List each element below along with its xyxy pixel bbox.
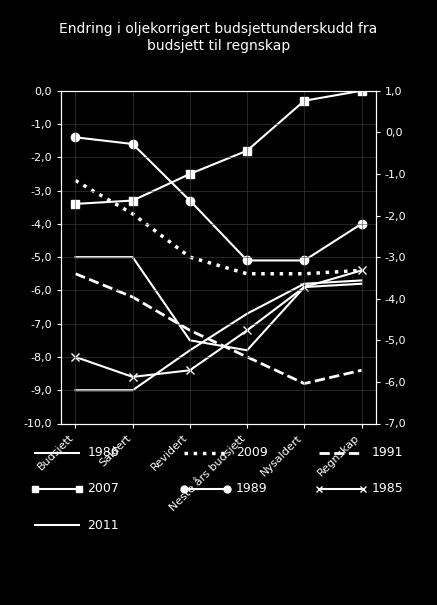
Text: 1989: 1989 bbox=[236, 482, 267, 495]
1991 bbox=[244, 353, 250, 361]
2007 bbox=[73, 200, 78, 208]
Text: Endring i oljekorrigert budsjettunderskudd fra: Endring i oljekorrigert budsjettundersku… bbox=[59, 22, 378, 36]
Line: 1985: 1985 bbox=[71, 266, 366, 381]
2009 bbox=[244, 270, 250, 278]
2007 bbox=[187, 171, 193, 178]
2009 bbox=[187, 253, 193, 261]
1989 bbox=[359, 220, 364, 227]
Text: 1986: 1986 bbox=[87, 446, 119, 459]
Text: 2011: 2011 bbox=[87, 518, 119, 532]
2011 bbox=[302, 280, 307, 287]
Text: 2007: 2007 bbox=[87, 482, 119, 495]
1991 bbox=[130, 293, 135, 301]
1991 bbox=[73, 270, 78, 278]
1989 bbox=[244, 257, 250, 264]
2007 bbox=[359, 87, 364, 94]
1986 bbox=[244, 347, 250, 354]
1985 bbox=[244, 327, 250, 334]
Line: 1989: 1989 bbox=[71, 133, 366, 264]
2011 bbox=[73, 387, 78, 394]
1986 bbox=[130, 253, 135, 261]
1985 bbox=[130, 373, 135, 381]
1985 bbox=[187, 367, 193, 374]
1985 bbox=[359, 267, 364, 274]
1989 bbox=[302, 257, 307, 264]
Line: 2011: 2011 bbox=[76, 281, 361, 390]
2009 bbox=[130, 211, 135, 218]
Line: 1991: 1991 bbox=[76, 274, 361, 384]
Text: 2009: 2009 bbox=[236, 446, 268, 459]
2011 bbox=[187, 347, 193, 354]
2009 bbox=[359, 267, 364, 274]
2007 bbox=[244, 147, 250, 154]
1986 bbox=[302, 284, 307, 291]
2007 bbox=[130, 197, 135, 204]
1986 bbox=[187, 337, 193, 344]
Line: 2007: 2007 bbox=[71, 87, 366, 208]
Line: 1986: 1986 bbox=[76, 257, 361, 350]
Line: 2009: 2009 bbox=[76, 181, 361, 274]
1986 bbox=[359, 280, 364, 287]
2007 bbox=[302, 97, 307, 105]
2011 bbox=[130, 387, 135, 394]
1986 bbox=[73, 253, 78, 261]
1989 bbox=[130, 140, 135, 148]
Text: budsjett til regnskap: budsjett til regnskap bbox=[147, 39, 290, 53]
1985 bbox=[73, 353, 78, 361]
2011 bbox=[359, 277, 364, 284]
2011 bbox=[244, 310, 250, 318]
Text: 1985: 1985 bbox=[371, 482, 403, 495]
1985 bbox=[302, 284, 307, 291]
1991 bbox=[187, 327, 193, 334]
2009 bbox=[73, 177, 78, 185]
1991 bbox=[302, 380, 307, 387]
Text: 1991: 1991 bbox=[371, 446, 403, 459]
2009 bbox=[302, 270, 307, 278]
1989 bbox=[73, 134, 78, 141]
1991 bbox=[359, 367, 364, 374]
1989 bbox=[187, 197, 193, 204]
